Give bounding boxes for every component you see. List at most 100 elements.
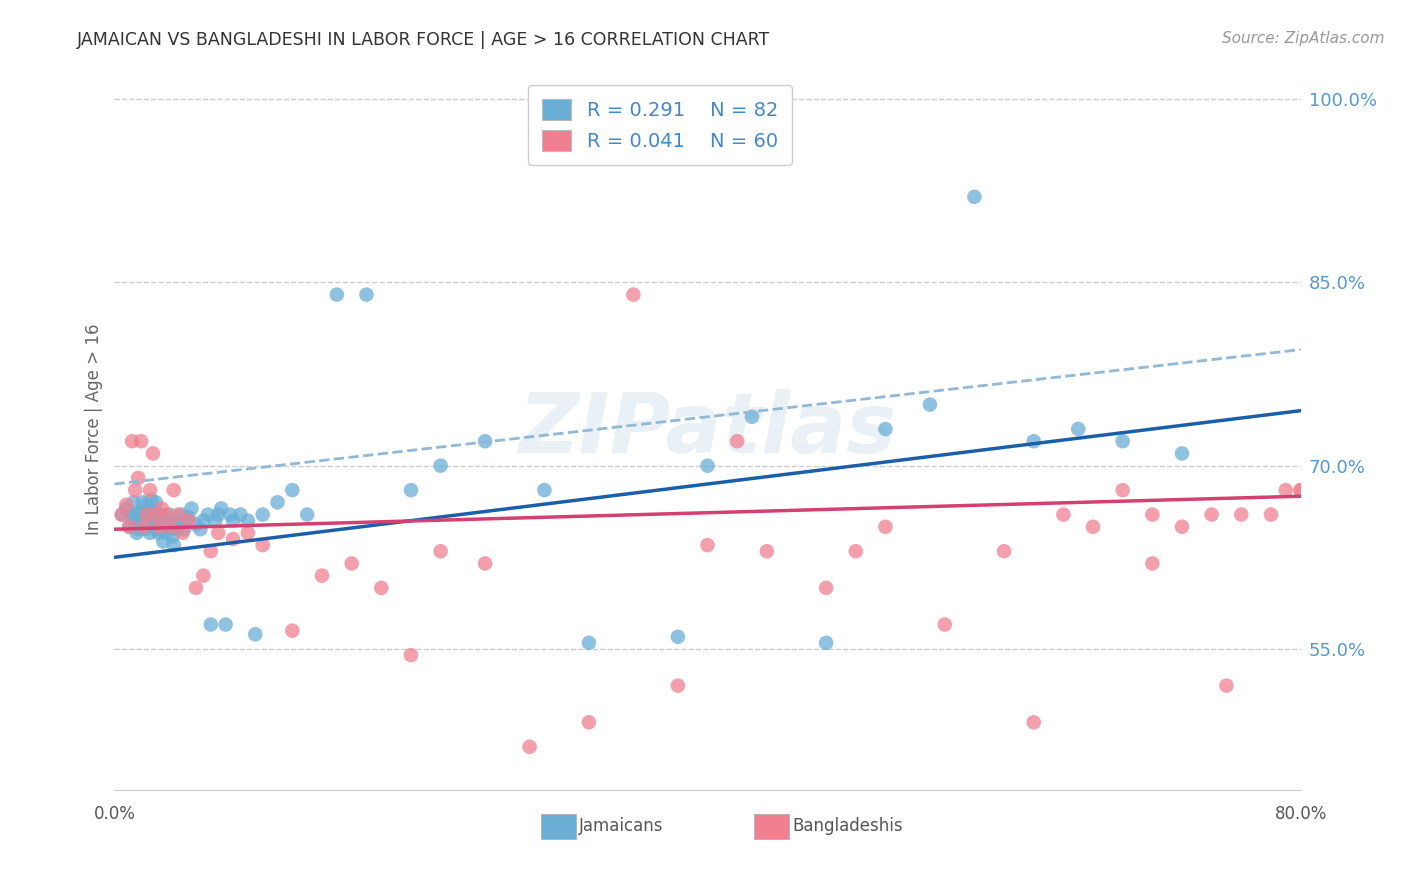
Point <box>399 648 422 662</box>
Point <box>1142 557 1164 571</box>
Point <box>725 434 748 449</box>
Point <box>399 483 422 497</box>
Point <box>578 715 600 730</box>
Point <box>1111 434 1133 449</box>
Point <box>180 501 202 516</box>
Point <box>236 514 259 528</box>
Point <box>1215 679 1237 693</box>
Point <box>429 544 451 558</box>
Point <box>993 544 1015 558</box>
Point <box>963 190 986 204</box>
Point <box>157 508 180 522</box>
Point <box>1022 434 1045 449</box>
Point <box>121 434 143 449</box>
Point <box>163 520 186 534</box>
Point <box>219 508 242 522</box>
Point <box>266 495 288 509</box>
Point <box>875 422 897 436</box>
Point <box>340 557 363 571</box>
Point <box>149 514 172 528</box>
Point <box>118 520 141 534</box>
Text: Source: ZipAtlas.com: Source: ZipAtlas.com <box>1222 31 1385 46</box>
Point <box>229 508 252 522</box>
Point <box>741 409 763 424</box>
Point <box>1111 483 1133 497</box>
Point <box>429 458 451 473</box>
Point <box>118 520 141 534</box>
Point <box>121 510 143 524</box>
Point <box>666 679 689 693</box>
Point <box>148 520 170 534</box>
Point <box>146 517 169 532</box>
Point <box>138 510 160 524</box>
Point <box>1289 483 1312 497</box>
Point <box>125 525 148 540</box>
Point <box>148 525 170 540</box>
Point <box>115 498 138 512</box>
Point <box>153 520 176 534</box>
Point <box>1171 446 1194 460</box>
Point <box>474 557 496 571</box>
Point <box>127 471 149 485</box>
Point <box>129 514 152 528</box>
Point <box>918 398 941 412</box>
Point <box>236 525 259 540</box>
Point <box>1171 520 1194 534</box>
Point <box>815 636 838 650</box>
Point <box>1201 508 1223 522</box>
Point <box>128 505 150 519</box>
Point <box>1067 422 1090 436</box>
Point <box>136 498 159 512</box>
Point <box>132 522 155 536</box>
Point <box>150 522 173 536</box>
Point <box>197 508 219 522</box>
Point <box>755 544 778 558</box>
Point <box>122 495 145 509</box>
Point <box>142 446 165 460</box>
Point <box>141 492 163 507</box>
Text: JAMAICAN VS BANGLADESHI IN LABOR FORCE | AGE > 16 CORRELATION CHART: JAMAICAN VS BANGLADESHI IN LABOR FORCE |… <box>77 31 770 49</box>
Point <box>519 739 541 754</box>
Point <box>207 525 229 540</box>
Point <box>159 520 181 534</box>
Point <box>142 514 165 528</box>
Point <box>193 568 215 582</box>
Point <box>281 624 304 638</box>
Point <box>204 514 226 528</box>
Point <box>1289 483 1312 497</box>
Point <box>167 514 190 528</box>
Point <box>177 514 200 528</box>
Text: Bangladeshis: Bangladeshis <box>792 817 903 835</box>
Point <box>209 501 232 516</box>
Text: Jamaicans: Jamaicans <box>578 817 664 835</box>
Point <box>190 522 212 536</box>
Point <box>326 287 349 301</box>
Point <box>124 514 146 528</box>
Point <box>177 510 200 524</box>
Point <box>143 522 166 536</box>
Point <box>172 525 194 540</box>
Point <box>156 514 179 528</box>
Point <box>125 508 148 522</box>
Point <box>281 483 304 497</box>
Point <box>148 508 170 522</box>
Point <box>163 483 186 497</box>
Point <box>815 581 838 595</box>
Point <box>132 514 155 528</box>
Point <box>222 514 245 528</box>
Point <box>207 508 229 522</box>
Point <box>1142 508 1164 522</box>
Point <box>666 630 689 644</box>
Point <box>845 544 868 558</box>
Point <box>1022 715 1045 730</box>
Point <box>167 508 190 522</box>
Y-axis label: In Labor Force | Age > 16: In Labor Force | Age > 16 <box>86 323 103 535</box>
Legend: R = 0.291    N = 82, R = 0.041    N = 60: R = 0.291 N = 82, R = 0.041 N = 60 <box>529 86 792 165</box>
Point <box>145 508 167 522</box>
Point <box>115 501 138 516</box>
Point <box>252 538 274 552</box>
Point <box>136 520 159 534</box>
Point <box>200 617 222 632</box>
Text: ZIPatlas: ZIPatlas <box>519 389 897 469</box>
Point <box>934 617 956 632</box>
